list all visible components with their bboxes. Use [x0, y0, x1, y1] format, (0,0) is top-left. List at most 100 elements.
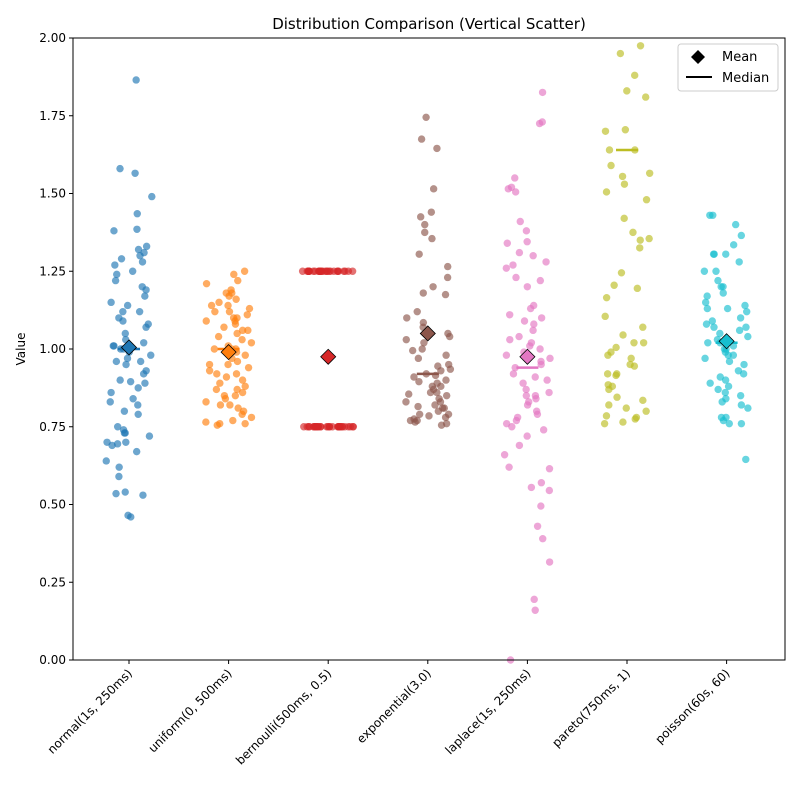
- data-point: [211, 307, 219, 316]
- data-point: [542, 258, 550, 266]
- data-point: [304, 267, 313, 275]
- data-point: [701, 298, 710, 307]
- data-point: [113, 270, 121, 279]
- data-point: [509, 370, 518, 378]
- data-point: [511, 363, 519, 372]
- data-point: [437, 367, 445, 375]
- data-point: [511, 174, 519, 182]
- data-point: [437, 421, 446, 429]
- data-point: [630, 362, 639, 370]
- data-point: [636, 244, 644, 252]
- data-point: [740, 360, 748, 369]
- data-point: [600, 419, 609, 428]
- data-point: [232, 370, 241, 378]
- data-point: [530, 595, 538, 604]
- data-point: [232, 295, 240, 303]
- data-point: [132, 447, 141, 456]
- data-point: [142, 323, 150, 331]
- data-point: [414, 402, 422, 411]
- data-point: [440, 404, 448, 412]
- data-point: [318, 267, 327, 275]
- data-point: [230, 270, 238, 279]
- data-point: [234, 276, 242, 285]
- data-point: [405, 390, 413, 398]
- data-point: [602, 293, 611, 302]
- data-point: [135, 307, 144, 316]
- data-point: [736, 391, 745, 400]
- data-point: [703, 292, 711, 300]
- data-point: [238, 326, 247, 335]
- data-point: [539, 426, 548, 434]
- data-point: [142, 286, 150, 294]
- data-point: [641, 93, 650, 101]
- data-point: [330, 267, 338, 275]
- data-point: [413, 307, 421, 316]
- data-point: [442, 376, 450, 384]
- data-point: [630, 71, 639, 80]
- data-point: [136, 252, 144, 260]
- data-point: [601, 312, 609, 321]
- data-point: [719, 416, 728, 425]
- data-point: [709, 211, 717, 219]
- data-point: [133, 210, 141, 218]
- data-point: [701, 354, 709, 363]
- data-point: [602, 412, 611, 420]
- data-point: [536, 345, 544, 353]
- mean-diamond: [519, 348, 536, 365]
- data-point: [112, 489, 120, 498]
- data-point: [134, 410, 142, 419]
- legend-mean-label: Mean: [722, 50, 757, 65]
- data-point: [742, 323, 750, 331]
- data-point: [630, 339, 638, 347]
- data-point: [545, 465, 554, 473]
- legend: Mean Median: [677, 43, 779, 92]
- data-point: [603, 370, 612, 378]
- data-point: [238, 376, 247, 384]
- data-point: [139, 491, 147, 499]
- data-point: [602, 188, 611, 196]
- data-point: [508, 423, 516, 431]
- data-point: [631, 415, 639, 423]
- series-2: [298, 267, 358, 431]
- data-point: [523, 238, 531, 246]
- data-point: [433, 144, 441, 153]
- data-point: [122, 438, 130, 446]
- data-point: [722, 250, 730, 258]
- data-point: [742, 455, 750, 464]
- data-point: [505, 463, 513, 471]
- data-point: [139, 370, 148, 378]
- data-point: [123, 301, 132, 310]
- data-point: [428, 234, 436, 243]
- data-point: [605, 385, 613, 394]
- data-point: [422, 113, 430, 122]
- data-point: [213, 421, 221, 429]
- data-point: [117, 255, 126, 263]
- data-point: [721, 388, 729, 397]
- data-point: [719, 289, 727, 297]
- data-point: [142, 242, 151, 251]
- data-point: [226, 401, 234, 409]
- mean-diamond: [320, 348, 337, 365]
- data-point: [523, 401, 532, 409]
- data-point: [532, 395, 540, 403]
- data-point: [120, 407, 129, 415]
- data-point: [138, 258, 147, 266]
- data-point: [710, 323, 718, 331]
- data-point: [231, 391, 240, 400]
- data-point: [639, 396, 647, 405]
- data-point: [344, 267, 353, 275]
- data-point: [205, 367, 214, 375]
- data-point: [224, 301, 232, 310]
- data-point: [537, 479, 546, 487]
- mean-diamond: [419, 325, 436, 342]
- data-point: [537, 502, 545, 510]
- data-point: [402, 335, 410, 344]
- data-point: [417, 213, 425, 221]
- data-point: [132, 76, 140, 84]
- data-point: [216, 379, 224, 387]
- data-point: [112, 357, 121, 366]
- data-point: [418, 345, 426, 353]
- data-point: [221, 395, 230, 403]
- data-point: [729, 241, 738, 249]
- data-point: [639, 323, 647, 331]
